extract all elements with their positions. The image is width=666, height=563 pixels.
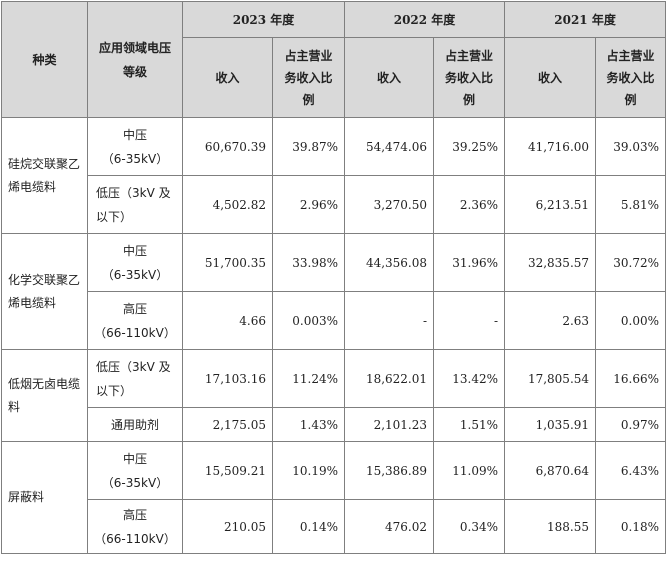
revenue-cell: 2,101.23: [344, 407, 435, 442]
revenue-cell: 51,700.35: [182, 233, 273, 292]
header-revenue: 收入: [344, 37, 435, 118]
category-cell: 硅烷交联聚乙烯电缆料: [1, 117, 88, 234]
revenue-cell: 15,386.89: [344, 441, 435, 500]
revenue-cell: 1,035.91: [504, 407, 597, 442]
header-year-2021: 2021 年度: [504, 1, 666, 38]
revenue-cell: 476.02: [344, 499, 435, 554]
revenue-cell: 32,835.57: [504, 233, 597, 292]
table-row: 低压（3kV 及以下） 4,502.82 2.96% 3,270.50 2.36…: [2, 175, 666, 234]
header-voltage: 应用领域电压等级: [87, 1, 183, 118]
category-cell: 屏蔽料: [1, 441, 88, 554]
ratio-cell: 11.09%: [433, 441, 506, 500]
category-cell: 低烟无卤电缆料: [1, 349, 88, 442]
ratio-cell: 13.42%: [433, 349, 506, 408]
voltage-cell: 低压（3kV 及以下）: [87, 175, 183, 234]
ratio-cell: 39.87%: [271, 117, 346, 176]
category-cell: 化学交联聚乙烯电缆料: [1, 233, 88, 350]
revenue-cell: 17,805.54: [504, 349, 597, 408]
revenue-cell: 210.05: [182, 499, 273, 554]
revenue-cell: 54,474.06: [344, 117, 435, 176]
ratio-cell: 31.96%: [433, 233, 506, 292]
header-ratio: 占主营业务收入比例: [595, 37, 666, 118]
table-row: 低烟无卤电缆料 低压（3kV 及以下） 17,103.16 11.24% 18,…: [1, 349, 666, 442]
ratio-cell: 6.43%: [595, 441, 666, 500]
ratio-cell: 0.14%: [271, 499, 346, 554]
table-row: 硅烷交联聚乙烯电缆料 中压 （6-35kV） 60,670.39 39.87% 5…: [1, 117, 666, 234]
revenue-cell: 18,622.01: [344, 349, 435, 408]
revenue-cell: 2.63: [504, 291, 597, 350]
ratio-cell: 0.00%: [595, 291, 666, 350]
revenue-cell: 41,716.00: [504, 117, 597, 176]
revenue-cell: 4,502.82: [182, 175, 273, 234]
header-year-2022: 2022 年度: [344, 1, 506, 38]
voltage-cell: 通用助剂: [87, 407, 183, 442]
revenue-cell: 2,175.05: [182, 407, 273, 442]
revenue-cell: 188.55: [504, 499, 597, 554]
header-ratio: 占主营业务收入比例: [271, 37, 346, 118]
ratio-cell: 2.96%: [271, 175, 346, 234]
revenue-cell: 6,213.51: [504, 175, 597, 234]
revenue-cell: 4.66: [182, 291, 273, 350]
revenue-cell: 3,270.50: [344, 175, 435, 234]
ratio-cell: 0.34%: [433, 499, 506, 554]
ratio-cell: 39.03%: [595, 117, 666, 176]
ratio-cell: 0.18%: [595, 499, 666, 554]
ratio-cell: 39.25%: [433, 117, 506, 176]
ratio-cell: 30.72%: [595, 233, 666, 292]
voltage-cell: 高压 （66-110kV）: [87, 499, 183, 554]
voltage-cell: 中压 （6-35kV）: [87, 117, 183, 176]
ratio-cell: 5.81%: [595, 175, 666, 234]
table-row: 化学交联聚乙烯电缆料 中压 （6-35kV） 51,700.35 33.98% 4…: [1, 233, 666, 350]
revenue-cell: 60,670.39: [182, 117, 273, 176]
header-revenue: 收入: [182, 37, 273, 118]
table-row: 屏蔽料 中压 （6-35kV） 15,509.21 10.19% 15,386.8…: [1, 441, 666, 554]
ratio-cell: 16.66%: [595, 349, 666, 408]
table-row: 通用助剂 2,175.05 1.43% 2,101.23 1.51% 1,035…: [2, 407, 666, 442]
header-category: 种类: [1, 1, 88, 118]
header-ratio: 占主营业务收入比例: [433, 37, 506, 118]
ratio-cell: 2.36%: [433, 175, 506, 234]
ratio-cell: 1.43%: [271, 407, 346, 442]
ratio-cell: 1.51%: [433, 407, 506, 442]
header-revenue: 收入: [504, 37, 597, 118]
ratio-cell: -: [433, 291, 506, 350]
ratio-cell: 10.19%: [271, 441, 346, 500]
voltage-cell: 中压 （6-35kV）: [87, 233, 183, 292]
header-year-2023: 2023 年度: [181, 1, 346, 38]
revenue-cell: 44,356.08: [344, 233, 435, 292]
voltage-cell: 低压（3kV 及以下）: [87, 349, 183, 408]
ratio-cell: 11.24%: [271, 349, 346, 408]
revenue-cell: 6,870.64: [504, 441, 597, 500]
ratio-cell: 0.003%: [271, 291, 346, 350]
ratio-cell: 33.98%: [271, 233, 346, 292]
ratio-cell: 0.97%: [595, 407, 666, 442]
table-row: 高压 （66-110kV） 210.05 0.14% 476.02 0.34% 1…: [2, 499, 666, 554]
revenue-cell: 15,509.21: [182, 441, 273, 500]
revenue-cell: -: [344, 291, 435, 350]
revenue-cell: 17,103.16: [182, 349, 273, 408]
table-row: 高压 （66-110kV） 4.66 0.003% - - 2.63 0.00%: [2, 291, 666, 350]
voltage-cell: 中压 （6-35kV）: [87, 441, 183, 500]
voltage-cell: 高压 （66-110kV）: [87, 291, 183, 350]
